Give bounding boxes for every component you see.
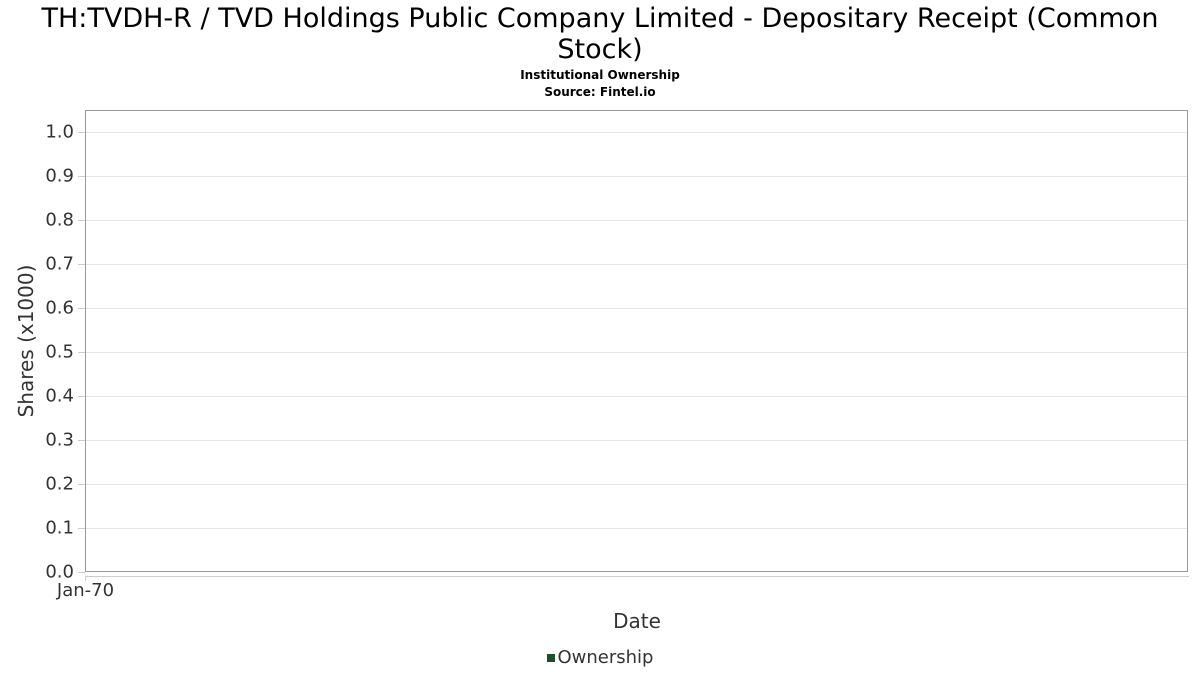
chart-subtitle: Institutional Ownership	[520, 68, 680, 82]
y-tick-label: 0.1	[45, 517, 74, 539]
gridline	[86, 484, 1187, 485]
legend-swatch-ownership-icon	[546, 653, 555, 662]
gridline	[86, 352, 1187, 353]
x-axis-title: Date	[613, 609, 661, 633]
gridline	[86, 132, 1187, 133]
y-tick-mark	[78, 264, 85, 265]
gridline	[86, 528, 1187, 529]
y-tick-mark	[78, 484, 85, 485]
y-axis-title: Shares (x1000)	[14, 264, 38, 418]
legend: Ownership	[0, 647, 1200, 668]
chart-source: Source: Fintel.io	[544, 85, 656, 99]
y-tick-mark	[78, 440, 85, 441]
gridline	[86, 176, 1187, 177]
y-tick-label: 0.4	[45, 385, 74, 407]
chart-title-line2: Stock)	[557, 34, 643, 65]
y-tick-mark	[78, 176, 85, 177]
y-tick-label: 0.7	[45, 253, 74, 275]
y-tick-mark	[78, 220, 85, 221]
x-tick-mark	[85, 576, 86, 581]
x-axis-line	[85, 576, 1189, 577]
y-tick-mark	[78, 132, 85, 133]
y-tick-mark	[78, 396, 85, 397]
y-tick-label: 0.0	[45, 561, 74, 583]
y-tick-mark	[78, 352, 85, 353]
y-tick-label: 0.3	[45, 429, 74, 451]
y-tick-label: 0.2	[45, 473, 74, 495]
y-tick-mark	[78, 572, 85, 573]
y-tick-mark	[78, 528, 85, 529]
gridline	[86, 440, 1187, 441]
x-tick-label: Jan-70	[56, 580, 115, 601]
chart-title-line1: TH:TVDH-R / TVD Holdings Public Company …	[41, 3, 1159, 34]
gridline	[86, 396, 1187, 397]
gridline	[86, 308, 1187, 309]
y-tick-label: 0.8	[45, 209, 74, 231]
y-tick-label: 0.9	[45, 165, 74, 187]
y-tick-mark	[78, 308, 85, 309]
chart-title: TH:TVDH-R / TVD Holdings Public Company …	[0, 3, 1200, 65]
y-tick-label: 0.6	[45, 297, 74, 319]
plot-area	[85, 110, 1188, 572]
y-tick-label: 0.5	[45, 341, 74, 363]
y-tick-label: 1.0	[45, 121, 74, 143]
gridline	[86, 220, 1187, 221]
gridline	[86, 264, 1187, 265]
legend-item-ownership[interactable]: Ownership	[557, 647, 654, 668]
